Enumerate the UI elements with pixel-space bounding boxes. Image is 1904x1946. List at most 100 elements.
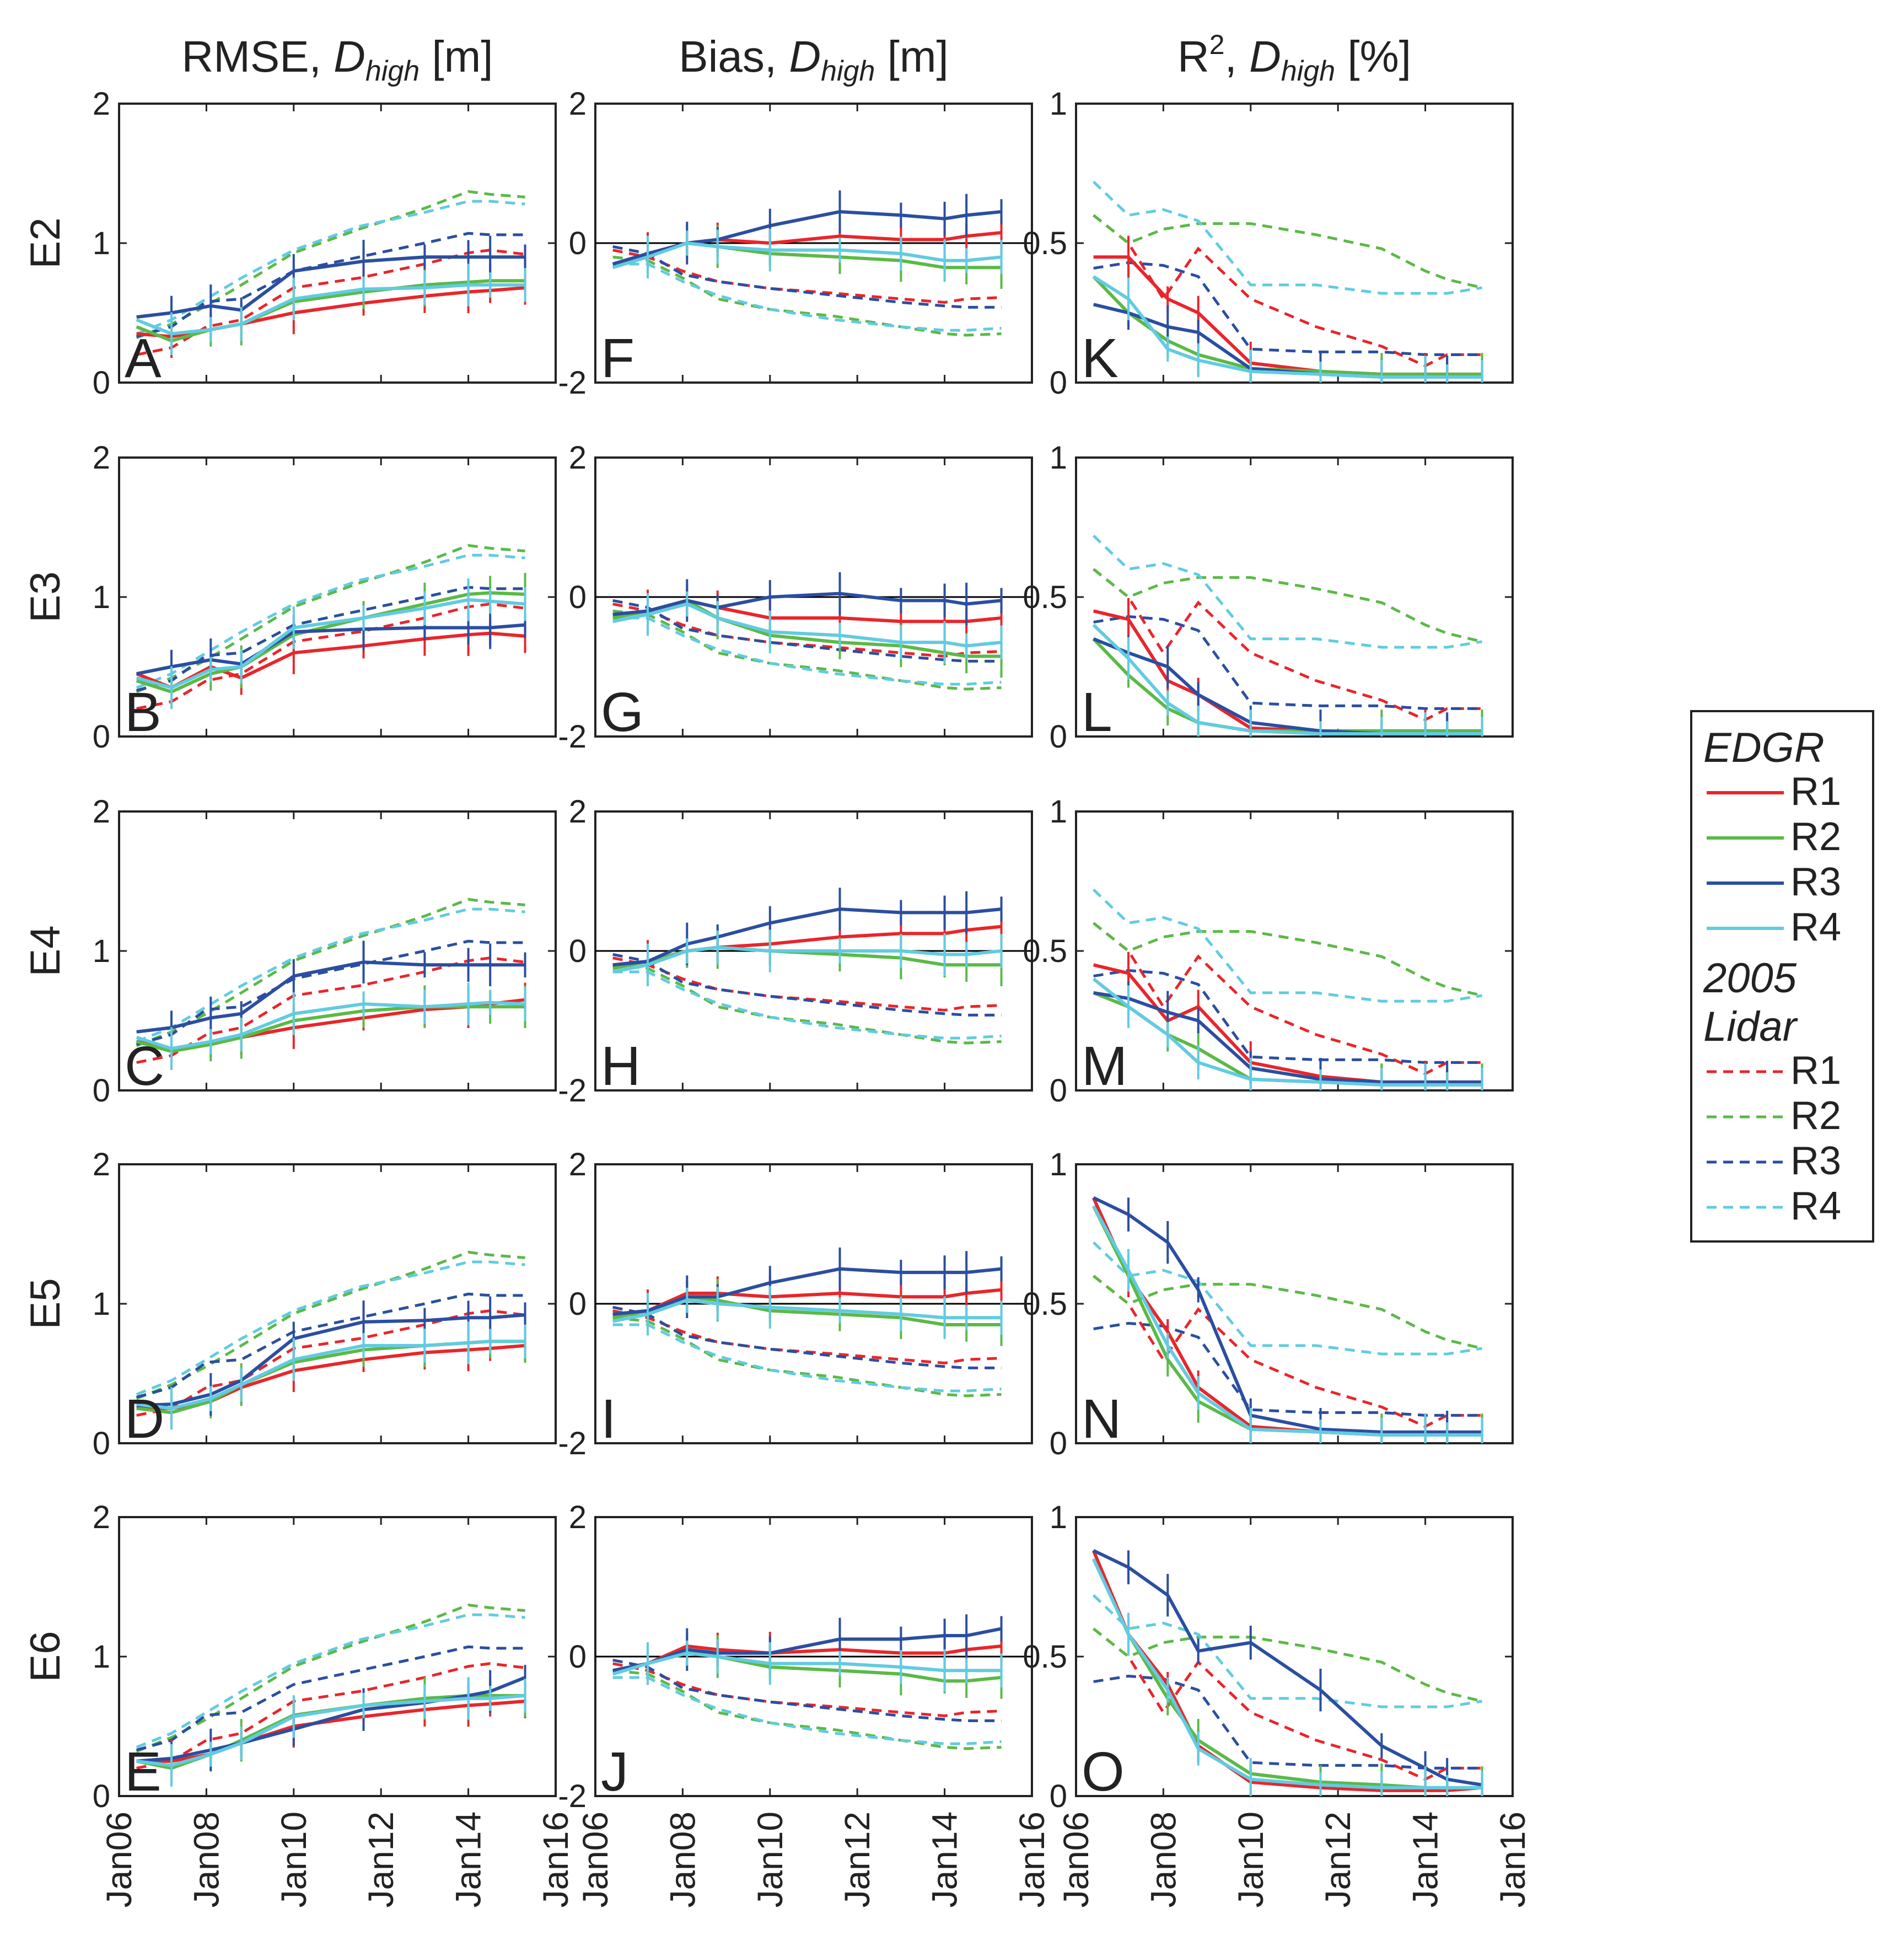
lidar-line-R3 [1093, 1674, 1482, 1770]
x-tick-label: Jan14 [449, 1811, 488, 1907]
lidar-line-R2 [1093, 922, 1483, 997]
plot-frame [1075, 456, 1514, 738]
x-tick-label: Jan12 [837, 1811, 877, 1907]
edgr-line-R4 [136, 283, 525, 336]
panel-O: 0 0.5 1 Jan06 Jan08 Jan10 Jan12 Jan14 Jan16 O [1023, 1499, 1532, 1907]
edgr-line-R4 [1093, 275, 1482, 379]
y-tick-label: 2 [569, 794, 587, 830]
edgr-line-R1 [612, 924, 1002, 967]
title-mid: , [1225, 32, 1249, 81]
edgr-line-R4 [136, 598, 525, 690]
lidar-line-R4 [612, 970, 1002, 1040]
column-title-rmse: RMSE, Dhigh [m] [181, 32, 493, 87]
x-tick-label: Jan06 [1056, 1811, 1096, 1907]
title-prefix: R [1177, 32, 1209, 81]
lidar-line-R3 [612, 1305, 1002, 1369]
y-tick-label: -2 [558, 719, 587, 755]
lidar-line-R2 [1093, 1627, 1483, 1703]
plot-frame [1075, 103, 1514, 384]
lidar-line-R4 [136, 907, 525, 1043]
y-tick-label: 2 [569, 1499, 587, 1535]
y-tick-label: 0 [1050, 1073, 1067, 1109]
plot-area [136, 544, 526, 710]
title-suffix: [m] [875, 32, 948, 81]
lidar-line-R3 [136, 939, 525, 1046]
edgr-line-R4 [1092, 623, 1482, 735]
legend-label-edgr-R1: R1 [1790, 770, 1841, 814]
x-tick-label: Jan16 [1012, 1811, 1052, 1907]
y-tick-label: 0 [1050, 365, 1067, 401]
panel-letter: H [601, 1035, 641, 1097]
legend-group-edgr: EDGR [1703, 724, 1825, 771]
panel-H: -2 0 2 H [558, 794, 1033, 1109]
lidar-line-R2 [136, 544, 525, 694]
edgr-line-R3 [136, 1313, 525, 1407]
title-suffix: [%] [1335, 32, 1411, 81]
lidar-line-R2 [612, 1669, 1002, 1750]
lidar-line-R4 [612, 262, 1002, 332]
y-tick-label: 1 [1050, 1147, 1067, 1182]
panel-I: -2 0 2 I [558, 1147, 1033, 1461]
lidar-line-R3 [1093, 969, 1482, 1064]
lidar-line-R2 [612, 609, 1002, 691]
lidar-line-R4 [1092, 534, 1482, 649]
panel-letter: L [1082, 681, 1112, 743]
y-tick-label: 2 [93, 440, 110, 476]
plot-area [595, 1614, 1032, 1750]
legend-box [1690, 710, 1874, 1243]
edgr-line-R3 [136, 255, 525, 319]
title-variable: D [1249, 32, 1281, 81]
edgr-line-R4 [1092, 977, 1482, 1087]
lidar-line-R4 [1092, 1241, 1482, 1356]
panel-L: 0 0.5 1 L [1023, 440, 1514, 755]
edgr-line-R2 [1091, 1205, 1482, 1437]
edgr-line-R4 [612, 241, 1002, 270]
edgr-line-R2 [136, 591, 525, 694]
lidar-line-R2 [612, 1316, 1002, 1397]
legend-group-lidar-year: 2005 [1703, 955, 1797, 1002]
panel-letter: A [125, 327, 162, 389]
panel-K: 0 0.5 1 K [1023, 86, 1514, 401]
y-tick-label: 0 [569, 225, 587, 261]
panel-letter: F [601, 327, 634, 389]
edgr-line-R4 [136, 1001, 525, 1051]
lidar-line-R3 [1093, 261, 1482, 356]
lidar-line-R3 [612, 599, 1002, 663]
edgr-line-R2 [1092, 275, 1482, 376]
y-tick-label: 1 [1050, 86, 1067, 122]
panel-letter: B [125, 681, 162, 743]
edgr-line-R3 [1093, 991, 1482, 1084]
edgr-line-R3 [136, 623, 525, 676]
row-label-E5: E5 [22, 1278, 69, 1330]
panel-E: 0 1 2 Jan06 Jan08 Jan10 Jan12 Jan14 Jan16 E [93, 1499, 575, 1907]
plot-area [595, 572, 1032, 691]
legend-label-lidar-R3: R3 [1790, 1139, 1841, 1183]
column-title-bias: Bias, Dhigh [m] [679, 32, 949, 87]
y-tick-label: 0 [93, 365, 110, 401]
plot-area [136, 897, 526, 1070]
lidar-line-R3 [1093, 1321, 1482, 1417]
y-tick-label: 2 [93, 1499, 110, 1535]
title-subscript: high [1281, 55, 1335, 87]
y-tick-label: 0 [93, 719, 110, 755]
edgr-line-R3 [1093, 1196, 1482, 1434]
edgr-line-R4 [612, 602, 1002, 648]
lidar-line-R4 [136, 1613, 525, 1749]
plot-area [1092, 888, 1483, 1090]
y-tick-label: 0 [93, 1778, 110, 1814]
edgr-line-R3 [612, 592, 1002, 616]
y-tick-label: 2 [569, 1147, 587, 1182]
panel-letter: C [125, 1035, 164, 1097]
lidar-line-R4 [1092, 180, 1482, 295]
y-tick-label: 0 [569, 933, 587, 969]
y-tick-label: 0.5 [1023, 1639, 1067, 1675]
panel-D: 0 1 2 D [93, 1147, 557, 1461]
edgr-line-R3 [612, 1267, 1002, 1316]
x-tick-label: Jan08 [186, 1811, 226, 1907]
lidar-line-R1 [612, 249, 1002, 304]
plot-area [1092, 180, 1483, 383]
lidar-line-R3 [136, 585, 525, 692]
x-tick-label: Jan14 [1406, 1811, 1445, 1907]
